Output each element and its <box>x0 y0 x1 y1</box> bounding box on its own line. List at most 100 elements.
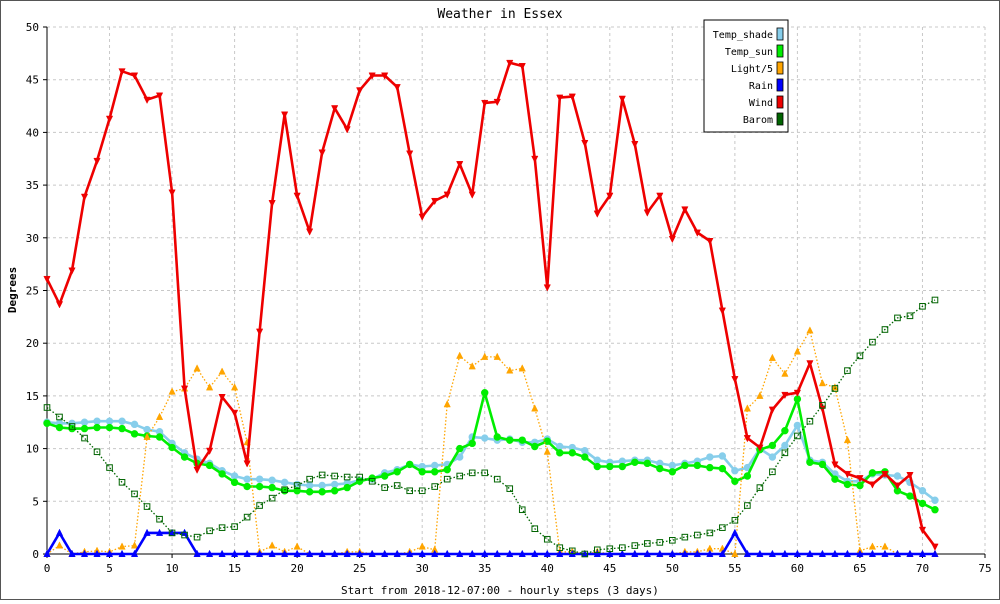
barom-point <box>518 506 526 514</box>
rain-point <box>493 549 501 557</box>
y-tick-label: 45 <box>26 74 39 87</box>
rain-point <box>793 549 802 557</box>
rain-point <box>55 528 64 536</box>
barom-point <box>431 483 439 490</box>
temp-sun-point <box>318 488 326 496</box>
x-tick-label: 30 <box>416 562 429 575</box>
series-line-light-5 <box>46 328 935 555</box>
wind-point <box>931 543 939 551</box>
wind-point <box>831 461 839 469</box>
barom-point <box>143 503 151 510</box>
rain-point <box>343 549 351 557</box>
wind-point <box>93 157 101 166</box>
legend-label-rain: Rain <box>749 81 773 92</box>
temp-sun-point <box>656 464 664 473</box>
series-rain <box>43 528 939 557</box>
wind-point <box>693 229 701 237</box>
barom-point <box>368 477 376 485</box>
y-tick-label: 10 <box>26 443 39 456</box>
wind-point <box>318 149 326 157</box>
barom-point <box>168 529 176 537</box>
x-tick-label: 35 <box>478 562 491 575</box>
rain-point <box>906 549 914 557</box>
light-5-point <box>868 542 877 550</box>
x-tick-label: 60 <box>791 562 804 575</box>
wind-point <box>356 87 364 95</box>
barom-point <box>256 502 263 509</box>
legend-box <box>703 19 789 133</box>
light-5-point <box>493 352 501 360</box>
wind-point <box>593 210 601 218</box>
rain-point <box>43 549 51 557</box>
legend-swatch-barom <box>776 112 784 126</box>
wind-point <box>118 68 126 76</box>
legend-label-temp-sun: Temp_sun <box>725 47 773 58</box>
light-5-point <box>518 364 526 372</box>
x-tick-label: 10 <box>165 562 178 575</box>
rain-point <box>543 549 551 557</box>
wind-point <box>656 192 664 200</box>
rain-point <box>356 549 364 557</box>
wind-point <box>306 228 314 236</box>
barom-point <box>306 475 313 483</box>
wind-point <box>368 72 376 80</box>
temp-sun-point <box>518 436 526 444</box>
temp-shade-point <box>718 452 727 460</box>
rain-point <box>556 549 564 557</box>
barom-point <box>356 473 363 481</box>
temp-shade-point <box>230 472 239 480</box>
rain-point <box>743 549 751 557</box>
light-5-point <box>793 347 802 355</box>
barom-point <box>844 367 851 374</box>
temp-sun-point <box>268 483 276 492</box>
wind-point <box>606 192 614 200</box>
barom-point <box>468 469 476 477</box>
barom-point <box>231 523 238 530</box>
temp-sun-point <box>868 469 877 477</box>
barom-point <box>506 485 514 492</box>
y-tick-label: 15 <box>26 390 39 403</box>
x-tick-label: 25 <box>353 562 366 575</box>
rain-point <box>155 528 164 536</box>
rain-point <box>693 549 701 557</box>
temp-sun-point <box>330 487 339 495</box>
temp-sun-point <box>543 437 551 445</box>
series-barom <box>43 296 939 558</box>
wind-point <box>293 192 301 200</box>
wind-point <box>68 267 76 275</box>
wind-point <box>230 409 239 418</box>
wind-point <box>556 94 564 102</box>
temp-shade-point <box>706 453 714 461</box>
rain-point <box>856 549 864 557</box>
wind-point <box>456 161 464 169</box>
barom-point <box>769 468 776 476</box>
legend-swatch-rain <box>776 78 784 92</box>
temp-shade-point <box>130 420 139 429</box>
temp-shade-point <box>556 442 564 451</box>
barom-point <box>131 490 138 498</box>
wind-point <box>543 284 551 292</box>
temp-shade-point <box>793 421 802 430</box>
temp-sun-point <box>768 441 777 450</box>
temp-shade-point <box>593 456 601 464</box>
legend-swatch-light-5 <box>776 61 784 75</box>
wind-point <box>43 275 51 284</box>
wind-point <box>843 470 852 479</box>
wind-point <box>168 189 176 197</box>
x-tick-label: 65 <box>853 562 866 575</box>
temp-sun-point <box>255 482 264 491</box>
temp-sun-point <box>380 472 389 480</box>
wind-point <box>155 92 164 100</box>
series-line-barom <box>46 299 936 555</box>
barom-point <box>593 546 601 554</box>
wind-point <box>193 466 201 474</box>
wind-point <box>143 96 151 104</box>
barom-point <box>531 525 539 533</box>
barom-point <box>856 352 864 360</box>
rain-point <box>806 549 814 557</box>
barom-point <box>731 516 739 524</box>
temp-sun-point <box>643 459 652 468</box>
barom-point <box>56 413 63 421</box>
barom-point <box>443 475 451 483</box>
